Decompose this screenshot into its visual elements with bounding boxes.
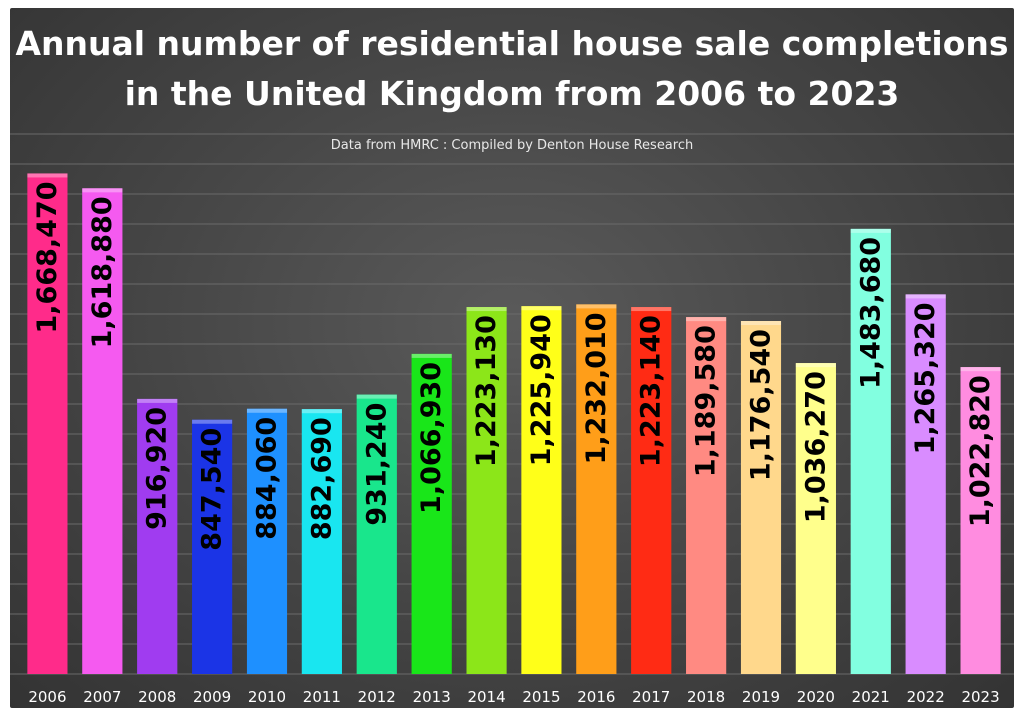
bar-shading-2020 xyxy=(795,363,836,674)
value-label-2015: 1,225,940 xyxy=(526,314,557,466)
bar-shading-2010 xyxy=(246,408,288,674)
value-label-2018: 1,189,580 xyxy=(691,325,722,477)
bar-cap-2009 xyxy=(192,419,233,424)
bar-cap-2017 xyxy=(631,307,672,312)
x-tick-2010: 2010 xyxy=(248,688,286,706)
x-tick-2013: 2013 xyxy=(413,688,451,706)
chart-area: Annual number of residential house sale … xyxy=(10,8,1014,708)
bar-cap-2023 xyxy=(960,367,1001,372)
value-label-2014: 1,223,130 xyxy=(471,315,502,467)
bar-cap-2020 xyxy=(795,363,836,368)
value-label-2007: 1,618,880 xyxy=(87,196,118,348)
bar-shading-2009 xyxy=(192,419,233,674)
chart-subtitle: Data from HMRC : Compiled by Denton Hous… xyxy=(331,138,693,153)
x-tick-2020: 2020 xyxy=(797,688,835,706)
bar-shading-2016 xyxy=(576,304,617,674)
chart-title-line-2: in the United Kingdom from 2006 to 2023 xyxy=(125,74,900,113)
x-axis-ticks: 2006 2007 2008 2009 2010 2011 2012 2013 2014 2015… xyxy=(28,688,999,706)
x-tick-2008: 2008 xyxy=(138,688,176,706)
bar-chart: Annual number of residential house sale … xyxy=(10,24,1014,706)
value-label-2010: 884,060 xyxy=(252,417,283,540)
chart-title-line-1: Annual number of residential house sale … xyxy=(15,24,1008,63)
x-tick-2022: 2022 xyxy=(907,688,945,706)
bar-cap-2016 xyxy=(576,304,617,309)
bar-shading-2014 xyxy=(466,307,507,674)
x-tick-2017: 2017 xyxy=(632,688,670,706)
bar-cap-2006 xyxy=(27,173,68,178)
x-tick-2016: 2016 xyxy=(577,688,615,706)
bar-cap-2015 xyxy=(521,306,562,311)
bar-shading-2012 xyxy=(356,394,397,674)
gridlines xyxy=(10,133,1014,675)
bar-cap-2019 xyxy=(740,321,782,326)
x-tick-2007: 2007 xyxy=(83,688,121,706)
bar-cap-2007 xyxy=(82,188,123,193)
value-label-2020: 1,036,270 xyxy=(800,371,831,523)
value-label-2019: 1,176,540 xyxy=(746,329,777,481)
bar-shading-2013 xyxy=(411,353,452,674)
bar-shading-2019 xyxy=(740,321,782,674)
bar-cap-2013 xyxy=(411,353,452,358)
value-label-2013: 1,066,930 xyxy=(416,362,447,514)
value-label-2021: 1,483,680 xyxy=(855,237,886,389)
value-label-2017: 1,223,140 xyxy=(636,315,667,467)
x-tick-2021: 2021 xyxy=(852,688,890,706)
bar-cap-2011 xyxy=(301,409,342,414)
bar-cap-2012 xyxy=(356,394,397,399)
value-label-2008: 916,920 xyxy=(142,407,173,530)
bar-shading-2011 xyxy=(301,409,342,674)
bar-shading-2021 xyxy=(850,228,891,674)
value-label-2011: 882,690 xyxy=(306,417,337,540)
x-tick-2023: 2023 xyxy=(961,688,999,706)
bar-cap-2018 xyxy=(686,317,727,322)
bar-shading-2017 xyxy=(631,307,672,674)
value-label-2022: 1,265,320 xyxy=(910,302,941,454)
value-labels: 1,668,470 1,618,880 916,920 847,540 884,060 8… xyxy=(32,181,996,550)
x-tick-2019: 2019 xyxy=(742,688,780,706)
value-label-2016: 1,232,010 xyxy=(581,312,612,464)
bar-shading-2022 xyxy=(905,294,946,674)
x-tick-2012: 2012 xyxy=(358,688,396,706)
bar-shading-2008 xyxy=(137,398,178,674)
value-label-2012: 931,240 xyxy=(361,403,392,526)
bar-cap-2022 xyxy=(905,294,946,299)
bar-cap-2021 xyxy=(850,228,891,233)
bar-shading-2015 xyxy=(521,306,562,674)
bar-cap-2010 xyxy=(246,408,288,413)
value-label-2009: 847,540 xyxy=(197,428,228,551)
x-tick-2018: 2018 xyxy=(687,688,725,706)
x-tick-2014: 2014 xyxy=(467,688,505,706)
x-tick-2009: 2009 xyxy=(193,688,231,706)
value-label-2023: 1,022,820 xyxy=(965,375,996,527)
bars xyxy=(27,173,1001,675)
x-tick-2006: 2006 xyxy=(28,688,66,706)
x-tick-2015: 2015 xyxy=(522,688,560,706)
value-label-2006: 1,668,470 xyxy=(32,181,63,333)
bar-cap-2014 xyxy=(466,307,507,312)
x-tick-2011: 2011 xyxy=(303,688,341,706)
bar-shading-2023 xyxy=(960,367,1001,674)
bar-shading-2007 xyxy=(82,188,123,674)
bar-cap-2008 xyxy=(137,398,178,403)
bar-shading-2006 xyxy=(27,173,68,675)
bar-shading-2018 xyxy=(686,317,727,674)
